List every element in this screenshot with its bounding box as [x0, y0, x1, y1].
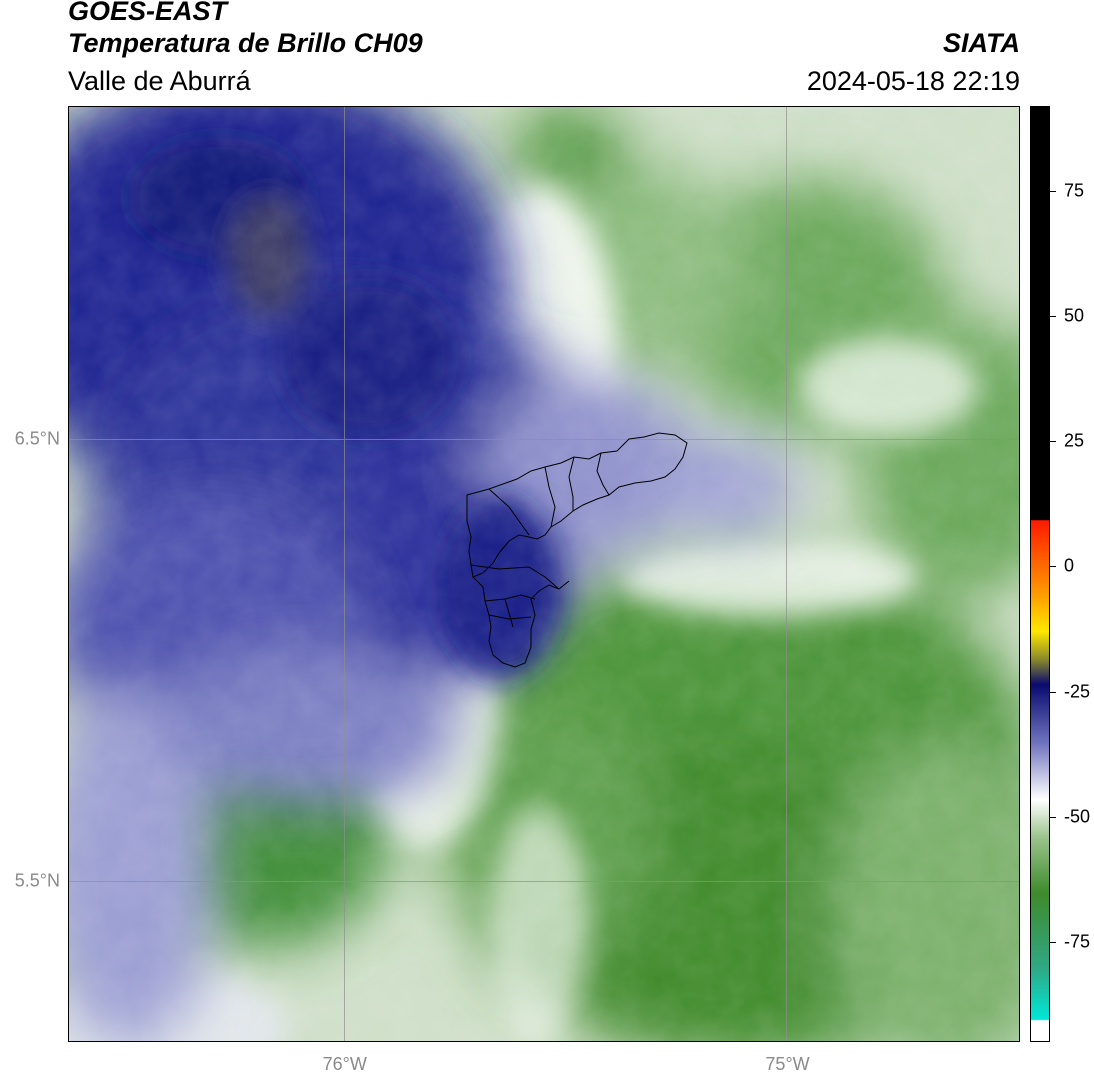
colorbar-tick-label: 0: [1064, 555, 1075, 576]
colorbar-tick-label: -50: [1064, 806, 1091, 827]
colorbar-tick-label: 75: [1064, 180, 1085, 201]
colorbar-tick-mark: [1050, 566, 1056, 568]
map-title: GOES-EAST: [68, 0, 228, 26]
lat-tick-label: 6.5°N: [14, 428, 60, 449]
lon-tick-label: 75°W: [765, 1054, 810, 1074]
map-gridlines: [69, 107, 1019, 1041]
colorbar-tick-label: 25: [1064, 430, 1085, 451]
colorbar-tick-label: -75: [1064, 931, 1091, 952]
colorbar-tick-label: -25: [1064, 681, 1091, 702]
colorbar-tick-mark: [1050, 816, 1056, 818]
map-subtitle: Temperatura de Brillo CH09: [68, 28, 423, 58]
colorbar-tick-mark: [1050, 441, 1056, 443]
municipal-boundaries: [466, 432, 688, 668]
field-texture: [69, 107, 1019, 1041]
datetime-label: 2024-05-18 22:19: [806, 66, 1020, 96]
brightness-temperature-field: [69, 107, 1019, 1041]
colorbar-tick-mark: [1050, 316, 1056, 318]
lat-tick-label: 5.5°N: [14, 870, 60, 891]
colorbar: [1030, 106, 1050, 1042]
agency-label: SIATA: [943, 28, 1020, 58]
lon-tick-label: 76°W: [322, 1054, 367, 1074]
satellite-map: [68, 106, 1020, 1042]
colorbar-tick-label: 50: [1064, 305, 1085, 326]
colorbar-tick-mark: [1050, 191, 1056, 193]
colorbar-tick-mark: [1050, 941, 1056, 943]
colorbar-gradient: [1031, 107, 1049, 1041]
colorbar-tick-mark: [1050, 691, 1056, 693]
region-label: Valle de Aburrá: [68, 66, 251, 96]
